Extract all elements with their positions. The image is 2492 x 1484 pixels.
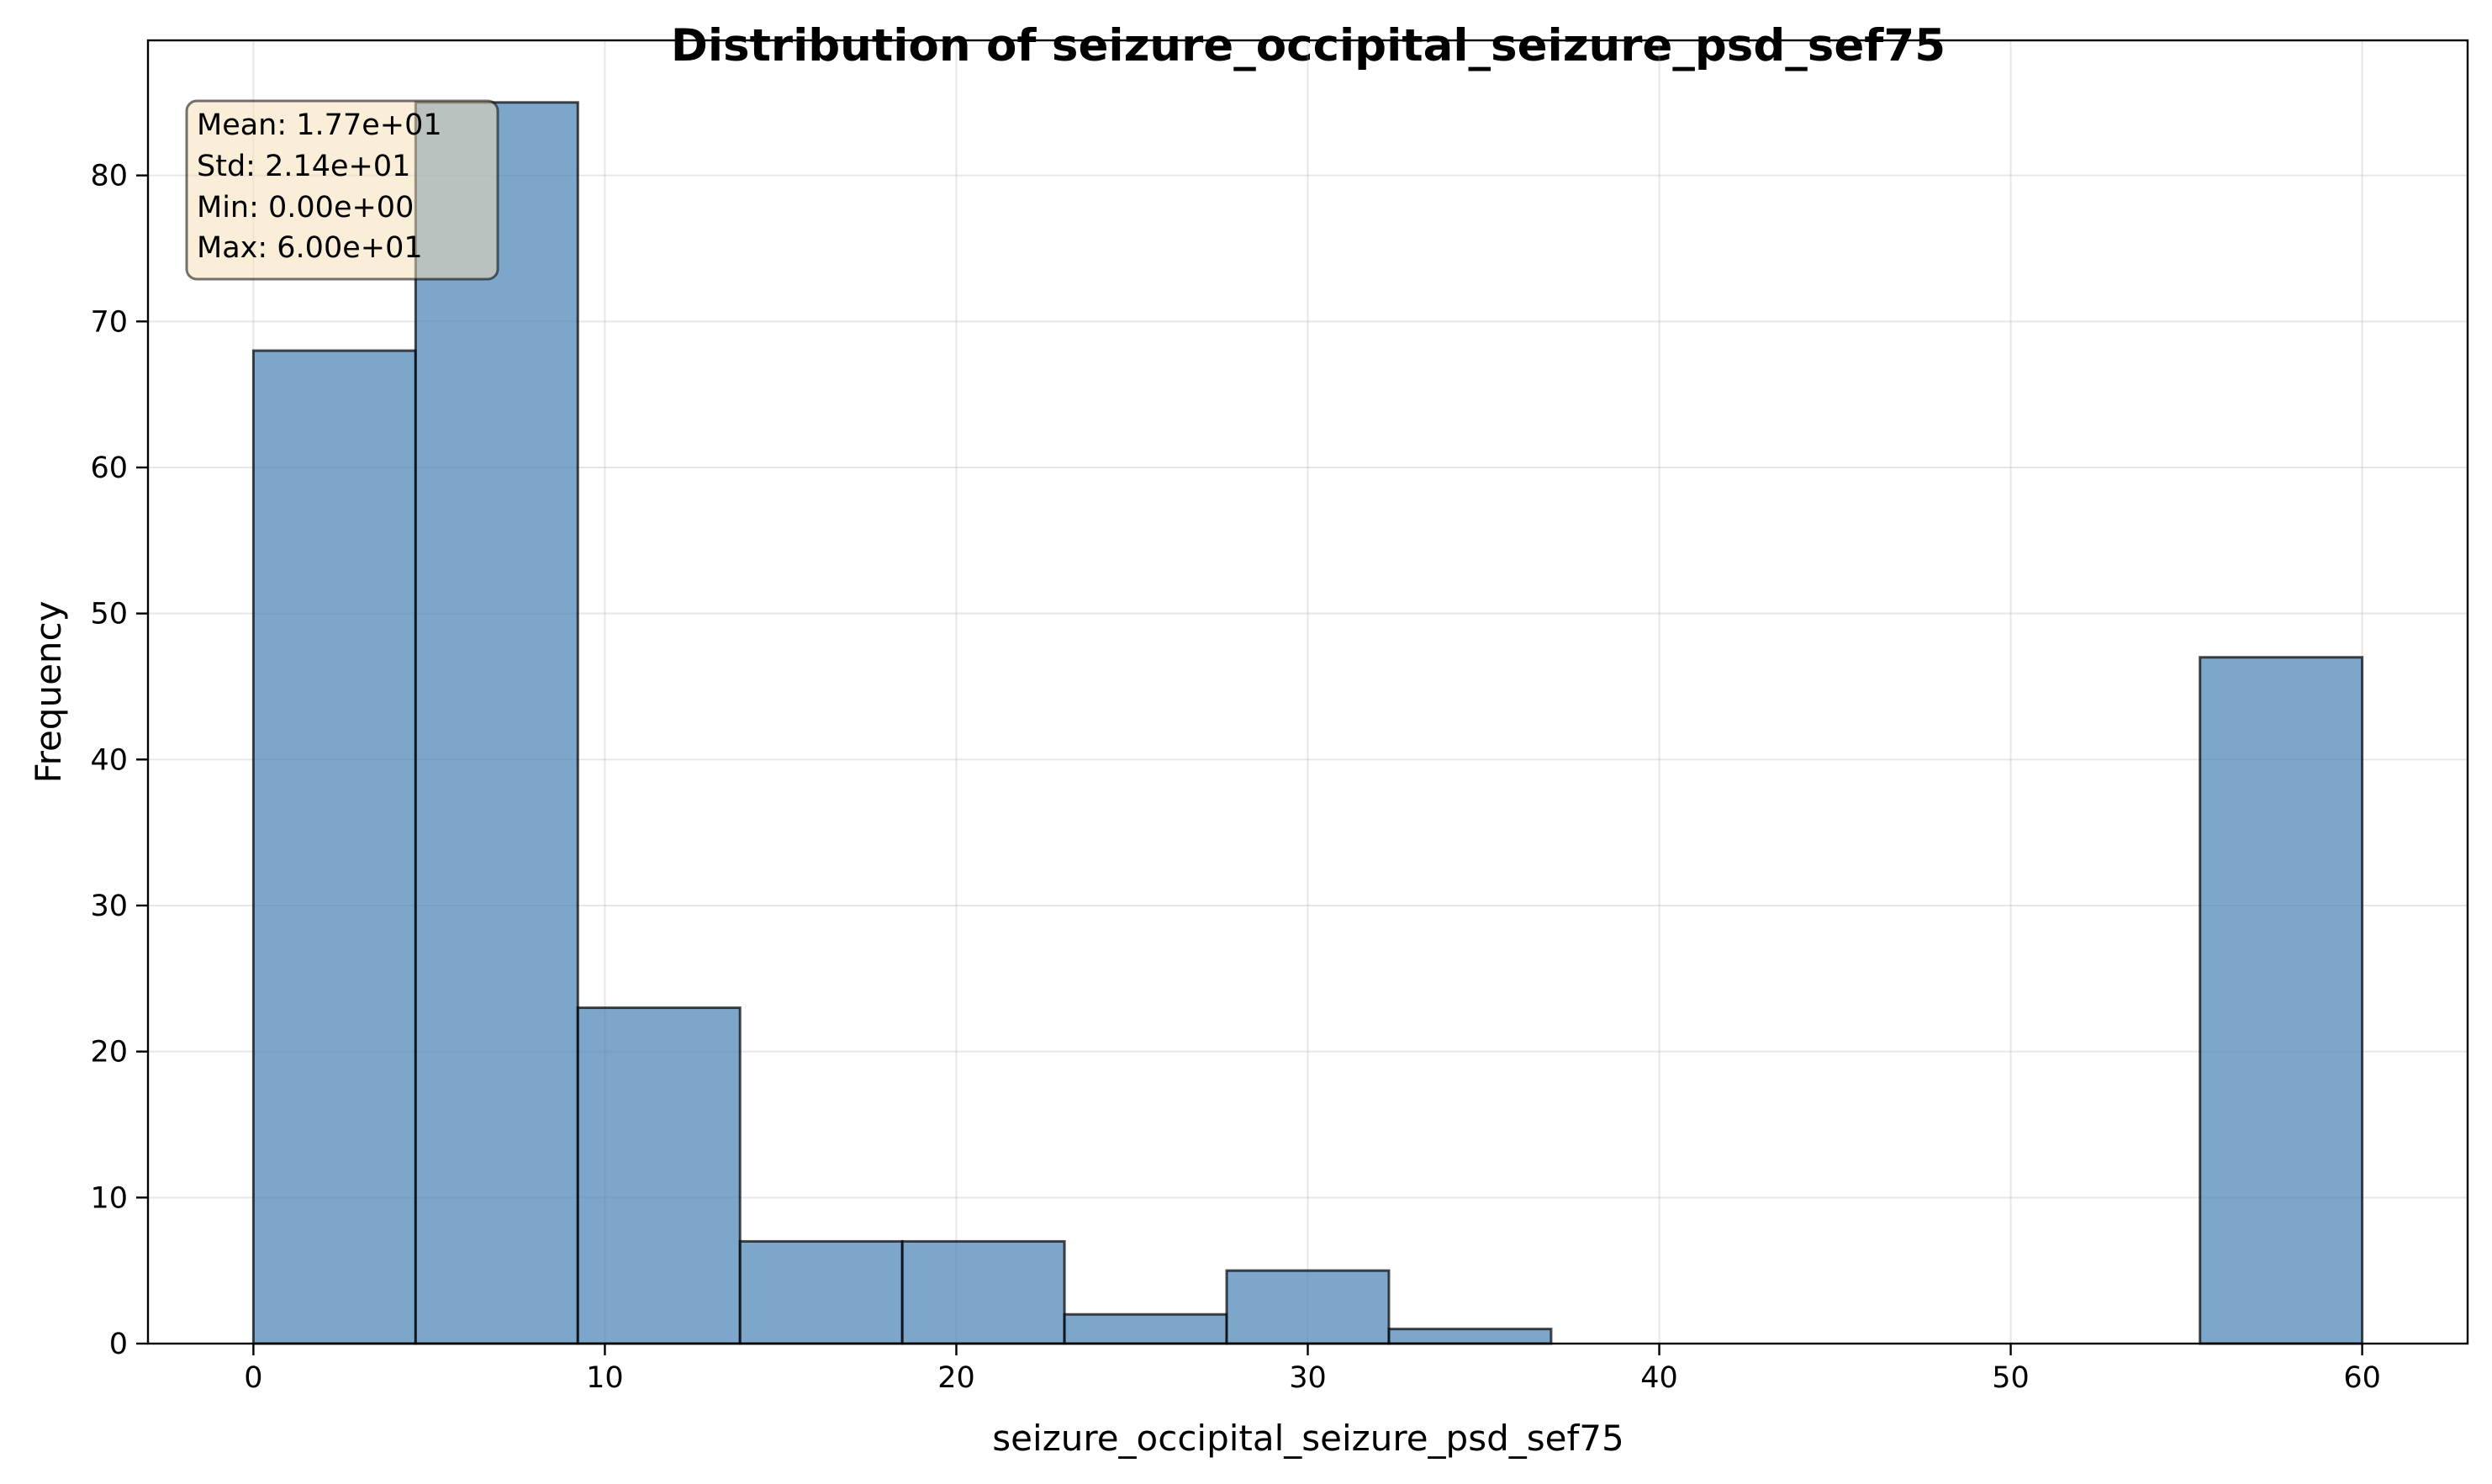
histogram-bar <box>576 1006 742 1345</box>
y-axis-label: Frequency <box>28 601 69 784</box>
histogram-bar <box>900 1239 1066 1345</box>
y-tick-label: 20 <box>90 1036 128 1069</box>
histogram-bars <box>251 101 2364 1345</box>
stats-box: Mean: 1.77e+01 Std: 2.14e+01 Min: 0.00e+… <box>185 99 499 281</box>
histogram-bar <box>414 101 579 1345</box>
x-axis-ticks: 0 10 20 30 40 50 60 <box>244 1344 2381 1395</box>
y-tick-label: 0 <box>109 1328 128 1361</box>
chart-title: Distribution of seizure_occipital_seizur… <box>671 20 1946 71</box>
x-tick-label: 50 <box>1992 1361 2030 1395</box>
x-tick-label: 30 <box>1289 1361 1327 1395</box>
histogram-bar <box>738 1239 904 1345</box>
y-tick-label: 50 <box>90 598 128 631</box>
y-tick-label: 70 <box>90 305 128 339</box>
x-tick-label: 10 <box>586 1361 624 1395</box>
stats-max: Max: 6.00e+01 <box>197 231 423 265</box>
stats-box-background <box>185 99 499 281</box>
stats-mean: Mean: 1.77e+01 <box>197 108 442 142</box>
y-axis-ticks: 0 10 20 30 40 50 60 70 80 <box>90 160 148 1361</box>
y-tick-label: 30 <box>90 890 128 923</box>
x-tick-label: 0 <box>244 1361 262 1395</box>
stats-min: Min: 0.00e+00 <box>197 191 414 224</box>
histogram-bar <box>1387 1328 1553 1345</box>
x-axis-label: seizure_occipital_seizure_psd_sef75 <box>992 1418 1623 1459</box>
histogram-bar <box>1225 1269 1391 1345</box>
x-tick-label: 40 <box>1640 1361 1678 1395</box>
y-tick-label: 80 <box>90 160 128 193</box>
x-tick-label: 60 <box>2343 1361 2381 1395</box>
y-tick-label: 10 <box>90 1181 128 1215</box>
histogram-bar <box>1063 1312 1228 1345</box>
histogram-bar <box>2199 656 2364 1345</box>
y-tick-label: 60 <box>90 452 128 485</box>
histogram-bar <box>251 349 417 1345</box>
y-tick-label: 40 <box>90 743 128 777</box>
x-tick-label: 20 <box>937 1361 975 1395</box>
stats-std: Std: 2.14e+01 <box>197 150 410 183</box>
